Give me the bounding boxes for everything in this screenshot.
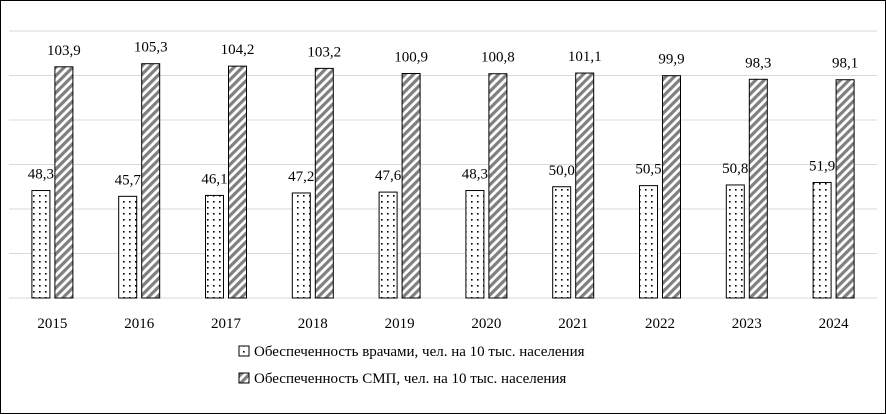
legend-label-doctors: Обеспеченность врачами, чел. на 10 тыс. … <box>254 344 585 360</box>
data-label-emergency-2016: 105,3 <box>134 40 168 56</box>
legend-label-emergency: Обеспеченность СМП, чел. на 10 тыс. насе… <box>254 371 566 387</box>
x-tick-label-2015: 2015 <box>37 316 67 332</box>
x-axis-tick-labels: 2015 2016 2017 2018 2019 2020 2021 2022 2023 2024 <box>37 316 849 332</box>
bar-doctors-2019 <box>378 191 398 299</box>
x-tick-label-2018: 2018 <box>298 316 328 332</box>
x-tick-label-2016: 2016 <box>124 316 155 332</box>
data-labels: 48,3 103,9 45,7 105,3 46,1 104,2 47,2 103,2 47,6… <box>28 40 858 189</box>
bar-emergency-2015 <box>54 66 74 299</box>
x-tick-label-2020: 2020 <box>471 316 501 332</box>
bar-doctors-2022 <box>639 185 658 299</box>
bars <box>31 63 855 299</box>
data-label-emergency-2021: 101,1 <box>568 49 602 65</box>
bar-emergency-2022 <box>662 75 681 299</box>
bar-emergency-2024 <box>835 79 855 299</box>
data-label-emergency-2023: 98,3 <box>745 55 771 71</box>
bar-emergency-2016 <box>141 63 161 299</box>
bar-emergency-2021 <box>575 72 595 299</box>
bar-doctors-2023 <box>725 184 745 299</box>
x-tick-label-2021: 2021 <box>558 316 588 332</box>
x-tick-label-2024: 2024 <box>819 316 850 332</box>
legend-swatch-doctors <box>238 345 250 357</box>
data-label-doctors-2018: 47,2 <box>288 169 314 185</box>
data-label-emergency-2018: 103,2 <box>307 44 341 60</box>
data-label-doctors-2024: 51,9 <box>809 159 835 175</box>
data-label-doctors-2021: 50,0 <box>549 163 575 179</box>
data-label-doctors-2020: 48,3 <box>462 167 488 183</box>
bar-doctors-2021 <box>552 186 572 299</box>
legend: Обеспеченность врачами, чел. на 10 тыс. … <box>238 344 585 387</box>
data-label-doctors-2023: 50,8 <box>722 161 748 177</box>
x-tick-label-2017: 2017 <box>211 316 242 332</box>
data-label-doctors-2015: 48,3 <box>28 167 54 183</box>
legend-swatch-emergency <box>238 372 250 384</box>
bar-doctors-2018 <box>291 192 311 299</box>
bar-emergency-2020 <box>488 73 508 299</box>
bar-doctors-2017 <box>205 194 224 299</box>
bar-doctors-2020 <box>465 190 485 299</box>
data-label-emergency-2024: 98,1 <box>832 56 858 72</box>
data-label-emergency-2015: 103,9 <box>47 43 81 59</box>
data-label-doctors-2016: 45,7 <box>115 172 142 188</box>
data-label-emergency-2022: 99,9 <box>658 52 684 68</box>
bar-doctors-2015 <box>31 190 51 299</box>
data-label-doctors-2017: 46,1 <box>201 171 227 187</box>
data-label-emergency-2019: 100,9 <box>394 49 428 65</box>
data-label-doctors-2019: 47,6 <box>375 168 402 184</box>
data-label-emergency-2020: 100,8 <box>481 50 515 66</box>
data-label-doctors-2022: 50,5 <box>635 162 661 178</box>
data-label-emergency-2017: 104,2 <box>221 42 255 58</box>
bar-doctors-2016 <box>118 195 138 299</box>
bar-emergency-2019 <box>401 72 421 299</box>
bar-emergency-2017 <box>228 65 247 299</box>
x-tick-label-2022: 2022 <box>645 316 675 332</box>
bar-emergency-2018 <box>314 67 334 299</box>
x-tick-label-2019: 2019 <box>385 316 415 332</box>
x-tick-label-2023: 2023 <box>732 316 762 332</box>
bar-doctors-2024 <box>812 182 832 299</box>
bar-emergency-2023 <box>748 78 768 299</box>
